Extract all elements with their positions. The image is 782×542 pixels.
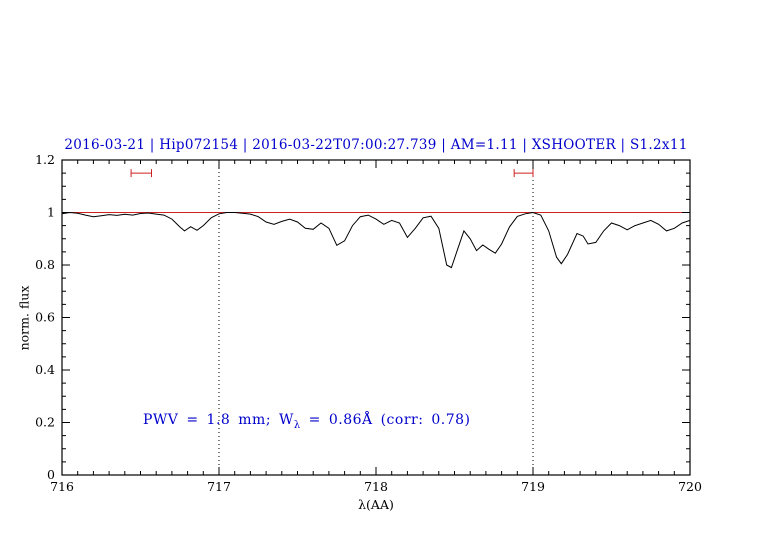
y-tick-label: 1 — [47, 205, 55, 220]
y-tick-label: 0.6 — [35, 310, 55, 325]
plot-title: 2016-03-21 | Hip072154 | 2016-03-22T07:0… — [64, 137, 688, 153]
pwv-annotation-pre: PWV = 1.8 mm; W — [143, 412, 294, 428]
pwv-annotation-sub: λ — [293, 419, 301, 431]
y-tick-label: 0 — [47, 467, 55, 482]
x-tick-label: 720 — [678, 479, 702, 494]
y-axis-label: norm. flux — [16, 285, 32, 351]
pwv-annotation-post: = 0.86Å (corr: 0.78) — [300, 412, 471, 428]
x-axis-label: λ(AA) — [358, 497, 394, 512]
spectrum-line — [61, 211, 691, 269]
y-tick-label: 0.2 — [35, 415, 55, 430]
x-tick-label: 719 — [521, 479, 545, 494]
y-tick-label: 0.8 — [35, 257, 55, 272]
x-tick-label: 718 — [364, 479, 388, 494]
y-tick-label: 1.2 — [35, 152, 55, 167]
pwv-annotation: PWV = 1.8 mm; Wλ = 0.86Å (corr: 0.78) — [143, 412, 471, 431]
y-tick-label: 0.4 — [35, 362, 55, 377]
x-tick-label: 717 — [207, 479, 231, 494]
x-tick-label: 716 — [50, 479, 74, 494]
